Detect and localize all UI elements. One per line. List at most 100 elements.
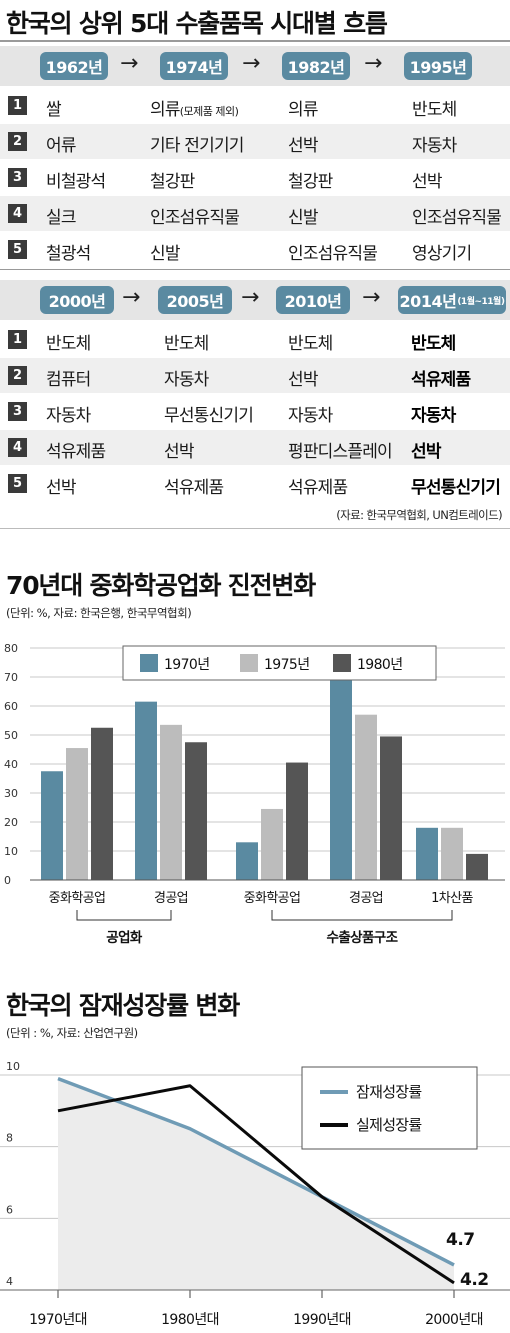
rank-badge: 5 xyxy=(8,240,27,259)
table-cell: 자동차 xyxy=(412,136,457,156)
bar xyxy=(286,762,308,880)
data-label: 4.2 xyxy=(460,1270,489,1290)
area-fill xyxy=(58,1078,454,1290)
table-cell: 반도체 xyxy=(164,334,209,354)
era-pill: 1982년 xyxy=(282,52,350,80)
table-row: 1 반도체 반도체 반도체 반도체 xyxy=(0,322,510,357)
era-header-1: 1962년 → 1974년 → 1982년 → 1995년 xyxy=(0,46,510,86)
divider xyxy=(0,40,510,42)
bar xyxy=(466,853,488,880)
x-tick-label: 1980년대 xyxy=(161,1312,219,1328)
y-tick-label: 10 xyxy=(4,845,18,858)
table-cell: 신발 xyxy=(150,244,180,264)
era-pill: 2014년 (1월~11월) xyxy=(398,286,506,314)
legend-label: 잠재성장률 xyxy=(356,1083,422,1101)
table-cell: 반도체 xyxy=(411,334,456,354)
table-cell: 자동차 xyxy=(46,406,91,426)
x-tick-label: 2000년대 xyxy=(425,1312,483,1328)
table-cell: 선박 xyxy=(288,370,318,390)
line-chart: 4 6 8 10 4.7 4.2 1970년대 1980년대 1990년대 2000년대 잠재성장률… xyxy=(0,1060,510,1328)
y-tick-label: 6 xyxy=(6,1203,13,1216)
arrow-right-icon: → xyxy=(120,51,139,76)
data-label: 4.7 xyxy=(446,1230,475,1250)
table-cell: 기타 전기기기 xyxy=(150,136,244,156)
table-cell: 쌀 xyxy=(46,100,62,120)
table-cell: 선박 xyxy=(288,136,318,156)
rank-badge: 4 xyxy=(8,204,27,223)
rank-badge: 5 xyxy=(8,474,27,493)
y-tick-label: 60 xyxy=(4,700,18,713)
bar xyxy=(91,727,113,880)
x-tick-label: 1차산품 xyxy=(431,891,473,906)
y-tick-label: 20 xyxy=(4,816,18,829)
bar xyxy=(416,827,438,880)
table-row: 3 자동차 무선통신기기 자동차 자동차 xyxy=(0,394,510,429)
table-cell: 영상기기 xyxy=(412,244,472,264)
era-label: 2014년 xyxy=(399,292,457,311)
table-cell: 인조섬유직물 xyxy=(150,208,240,228)
legend-label: 1970년 xyxy=(164,657,210,673)
table-row: 5 선박 석유제품 석유제품 무선통신기기 xyxy=(0,466,510,501)
era-pill: 1962년 xyxy=(40,52,108,80)
bar xyxy=(355,714,377,880)
group-label: 수출상품구조 xyxy=(327,929,399,946)
bar xyxy=(330,678,352,880)
table-source: (자료: 한국무역협회, UN컴트레이드) xyxy=(336,508,502,522)
table-cell: 인조섬유직물 xyxy=(288,244,378,264)
x-tick-label: 1990년대 xyxy=(293,1312,351,1328)
table-cell: 석유제품 xyxy=(46,442,106,462)
arrow-right-icon: → xyxy=(241,285,260,310)
table-cell: 신발 xyxy=(288,208,318,228)
legend-swatch xyxy=(140,654,158,672)
bar xyxy=(236,842,258,880)
y-tick-label: 50 xyxy=(4,729,18,742)
table-cell: 석유제품 xyxy=(288,478,348,498)
table-cell: 평판디스플레이 xyxy=(288,442,393,462)
x-tick-label: 경공업 xyxy=(349,891,383,906)
rank-badge: 3 xyxy=(8,402,27,421)
series-line xyxy=(57,1076,455,1267)
legend-swatch xyxy=(333,654,351,672)
table-cell: 비철광석 xyxy=(46,172,106,192)
legend-box xyxy=(122,645,437,681)
divider xyxy=(0,528,510,529)
rank-badge: 2 xyxy=(8,366,27,385)
bar xyxy=(41,771,63,880)
y-tick-label: 10 xyxy=(6,1060,20,1073)
table-cell: 석유제품 xyxy=(164,478,224,498)
era-header-2: 2000년 → 2005년 → 2010년 → 2014년 (1월~11월) xyxy=(0,280,510,320)
table-row: 2 어류 기타 전기기기 선박 자동차 xyxy=(0,124,510,159)
bar xyxy=(380,736,402,880)
table-cell: 자동차 xyxy=(411,406,456,426)
table-cell: 인조섬유직물 xyxy=(412,208,502,228)
y-tick-label: 40 xyxy=(4,758,18,771)
era-pill: 2010년 xyxy=(276,286,350,314)
table-row: 5 철광석 신발 인조섬유직물 영상기기 xyxy=(0,232,510,267)
table-cell: 석유제품 xyxy=(411,370,471,390)
legend-label: 1980년 xyxy=(357,657,403,673)
cell-note: (모제품 제외) xyxy=(179,105,239,118)
x-tick-label: 중화학공업 xyxy=(244,891,301,906)
bar xyxy=(66,748,88,880)
group-bracket xyxy=(76,910,172,921)
table-cell: 실크 xyxy=(46,208,76,228)
bar xyxy=(261,808,283,880)
legend-swatch xyxy=(240,654,258,672)
era-pill: 1974년 xyxy=(160,52,228,80)
rank-badge: 3 xyxy=(8,168,27,187)
table-cell: 의류(모제품 제외) xyxy=(150,100,239,120)
table-cell: 선박 xyxy=(411,442,441,462)
era-note: (1월~11월) xyxy=(457,296,505,307)
x-tick-label: 1970년대 xyxy=(29,1312,87,1328)
table-cell: 선박 xyxy=(164,442,194,462)
x-tick-label: 경공업 xyxy=(154,891,188,906)
arrow-right-icon: → xyxy=(122,285,141,310)
arrow-right-icon: → xyxy=(364,51,383,76)
group-bracket xyxy=(271,910,453,921)
bar xyxy=(185,742,207,880)
table-cell: 철강판 xyxy=(288,172,333,192)
divider xyxy=(0,269,510,270)
series-line xyxy=(57,1084,455,1285)
table-row: 4 실크 인조섬유직물 신발 인조섬유직물 xyxy=(0,196,510,231)
legend-box xyxy=(301,1066,478,1150)
